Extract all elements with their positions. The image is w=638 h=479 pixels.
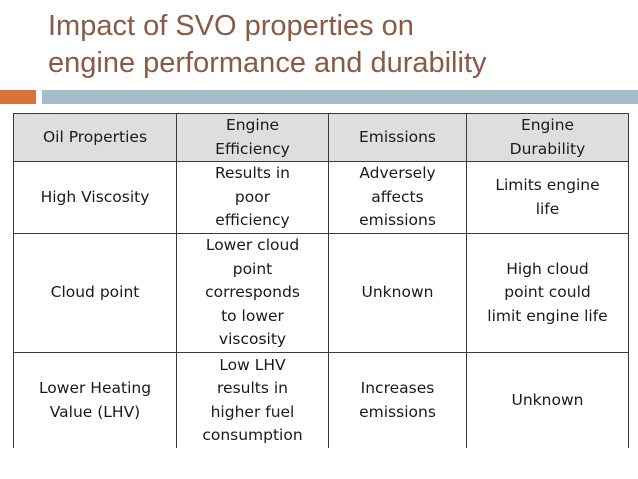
title-accent-bar-gray: [42, 90, 638, 104]
cell-text: Increases: [360, 379, 435, 397]
header-text: Oil Properties: [42, 127, 148, 146]
cell-text: Lower cloud: [205, 236, 300, 255]
cell-text: Adversely: [359, 164, 436, 183]
title-accent-bar-orange: [0, 90, 36, 104]
cell-text: point could: [504, 283, 591, 302]
cell-text: poor: [234, 187, 271, 206]
cell-text: results in: [217, 379, 288, 397]
cell-text: affects: [371, 187, 424, 206]
cell-text: viscosity: [218, 330, 287, 349]
cell-text: corresponds: [205, 283, 300, 302]
table-row-cloud-point: Cloud point Lower cloud point correspond…: [13, 233, 629, 353]
cell-text: Low LHV: [219, 355, 286, 374]
header-oil-properties: Oil Properties: [13, 113, 177, 162]
header-text: Engine: [225, 116, 280, 134]
properties-table-container: Oil Properties Engine Efficiency Emissio…: [13, 113, 629, 448]
header-engine-durability: Engine Durability: [466, 113, 629, 162]
table-cell: Low LHV results in higher fuel consumpti…: [176, 352, 329, 448]
table-cell: Unknown: [328, 233, 467, 353]
table-cell: Results in poor efficiency: [176, 161, 329, 234]
header-text: Durability: [509, 139, 586, 158]
table-cell: Lower Heating Value (LHV): [13, 352, 177, 448]
cell-text: consumption: [202, 426, 303, 444]
slide-title: Impact of SVO properties on engine perfo…: [48, 8, 628, 82]
cell-text: emissions: [359, 402, 436, 421]
cell-text: Value (LHV): [49, 402, 141, 421]
table-header-row: Oil Properties Engine Efficiency Emissio…: [13, 113, 629, 162]
cell-text: Results in: [214, 164, 291, 183]
cell-text: point: [232, 259, 273, 278]
slide-title-line-2: engine performance and durability: [48, 47, 487, 79]
cell-text: Unknown: [361, 283, 434, 302]
cell-text: to lower: [221, 306, 284, 325]
cell-text: High Viscosity: [40, 187, 150, 206]
svo-properties-table: Oil Properties Engine Efficiency Emissio…: [13, 113, 629, 448]
cell-text: Unknown: [511, 390, 584, 409]
cell-text: Cloud point: [50, 283, 140, 302]
header-text: Efficiency: [215, 139, 290, 158]
table-cell: Adversely affects emissions: [328, 161, 467, 234]
header-text: Emissions: [358, 127, 437, 146]
cell-text: Limits engine: [495, 176, 600, 194]
header-text: Engine: [520, 116, 575, 134]
table-cell: Lower cloud point corresponds to lower v…: [176, 233, 329, 353]
cell-text: life: [535, 199, 560, 218]
cell-text: higher fuel: [210, 402, 295, 421]
table-cell: Cloud point: [13, 233, 177, 353]
table-cell: High cloud point could limit engine life: [466, 233, 629, 353]
table-cell: Unknown: [466, 352, 629, 448]
table-cell: Increases emissions: [328, 352, 467, 448]
cell-text: Lower Heating: [38, 379, 152, 397]
table-cell: Limits engine life: [466, 161, 629, 234]
table-row-lower-heating-value: Lower Heating Value (LHV) Low LHV result…: [13, 352, 629, 448]
cell-text: efficiency: [215, 211, 290, 230]
table-row-high-viscosity: High Viscosity Results in poor efficienc…: [13, 161, 629, 234]
cell-text: limit engine life: [487, 306, 608, 325]
slide-title-line-1: Impact of SVO properties on: [48, 10, 414, 42]
table-cell: High Viscosity: [13, 161, 177, 234]
header-engine-efficiency: Engine Efficiency: [176, 113, 329, 162]
header-emissions: Emissions: [328, 113, 467, 162]
cell-text: High cloud: [506, 259, 589, 278]
cell-text: emissions: [359, 211, 436, 230]
